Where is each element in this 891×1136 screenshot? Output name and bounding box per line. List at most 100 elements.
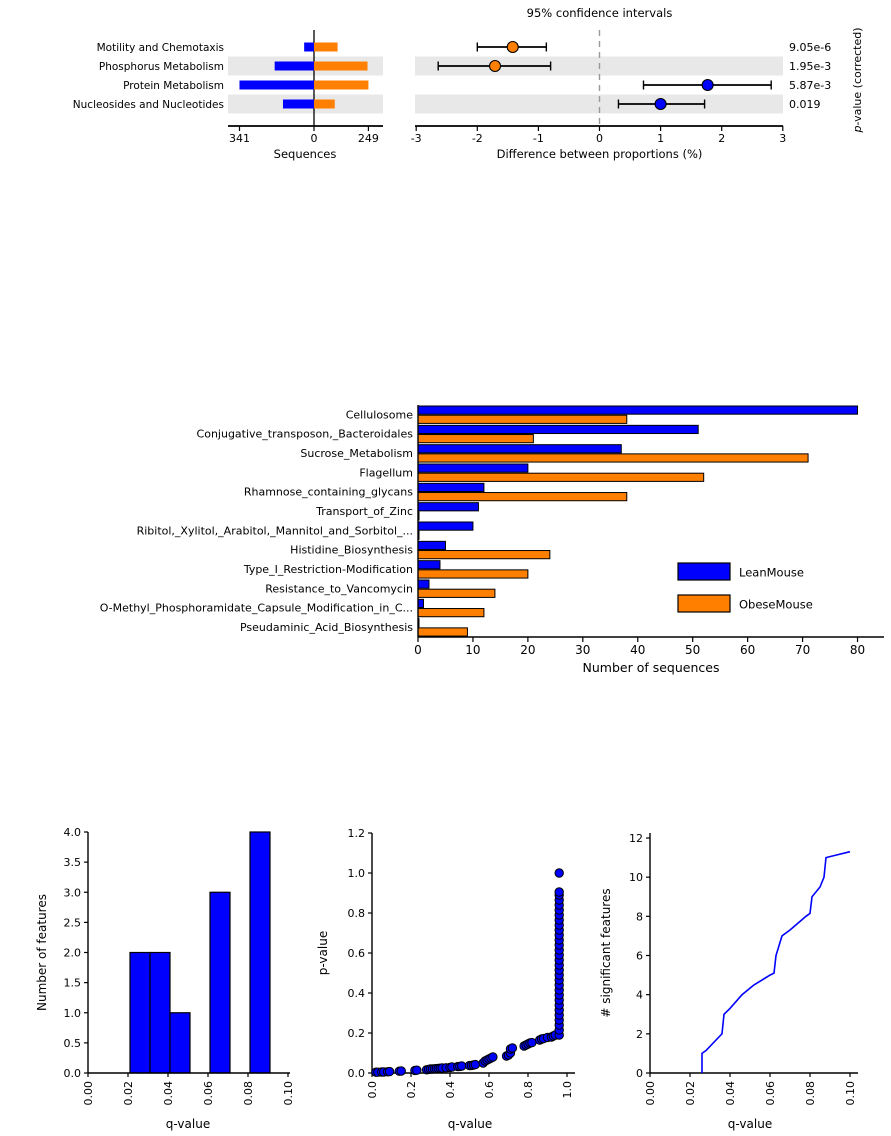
ci-marker [488,59,502,73]
tick-label: 1.5 [64,977,82,990]
bar-leanmouse [417,482,485,493]
tick-label: -1 [533,132,544,145]
category-label: Type_I_Restriction-Modification [243,563,413,576]
ci-marker [654,97,667,111]
legend-swatch-leanmouse [677,562,731,581]
category-label: Conjugative_transposon,_Bacteroidales [197,428,414,441]
scatter-point [554,868,564,878]
sequence-bar-orange [314,80,369,90]
tick-label: 0.2 [348,1027,366,1040]
extended-error-bar-chart: Motility and Chemotaxis 9.05e-6 Phosphorus… [73,6,864,161]
pvalue-qvalue-scatter-plot: 0.0 0.2 0.4 0.6 0.8 1.0 0.0 0.2 0.4 0.6 0.8 1.0 1.2 q… [316,827,575,1131]
tick-label: 2.0 [64,947,82,960]
subsystem-bar-chart: Cellulosome Conjugative_transposon,_Bacte… [100,405,884,675]
bar-obesemouse [417,434,534,444]
category-label: Flagellum [359,466,413,479]
tick-label: 2 [718,132,725,145]
bar-leanmouse [417,521,474,531]
tick-label: 0.8 [348,907,366,920]
ci-marker [506,40,519,54]
category-label: Phosphorus Metabolism [99,61,224,73]
sequence-bar-blue [304,42,314,52]
x-axis-label: q-value [728,1117,772,1131]
bar-leanmouse [417,405,859,415]
x-axis-label: q-value [166,1117,210,1131]
category-label: Cellulosome [346,408,413,421]
chart-title: 95% confidence intervals [527,6,673,20]
bar-obesemouse [417,588,496,598]
category-label: Protein Metabolism [123,80,224,92]
tick-label: 12 [629,832,643,845]
tick-label: 6 [636,950,643,963]
tick-label: 80 [850,643,865,657]
tick-label: 1.0 [348,867,366,880]
tick-label: 0.6 [483,1081,496,1099]
sequence-bar-blue [239,80,314,90]
histogram-bar [209,891,231,1074]
scatter-point [470,1059,481,1070]
category-label: Rhamnose_containing_glycans [244,486,413,499]
tick-label: 0.6 [348,947,366,960]
category-label: Nucleosides and Nucleotides [73,99,224,111]
category-label: Ribitol,_Xylitol,_Arabitol,_Mannitol_and… [137,524,413,537]
tick-label: 0.02 [122,1081,135,1106]
bar-obesemouse [417,608,485,618]
histogram-bar [129,951,151,1074]
tick-label: 0 [596,132,603,145]
histogram-bar [149,951,171,1074]
tick-label: 70 [795,643,810,657]
tick-label: 4.0 [64,826,82,839]
bar-obesemouse [417,627,468,637]
sequence-bar-blue [274,61,314,71]
tick-label: 0.10 [282,1081,295,1106]
scatter-point [457,1061,467,1071]
tick-label: 0.5 [64,1037,82,1050]
histogram-bar [169,1012,191,1074]
scatter-point [507,1043,518,1053]
bar-obesemouse [417,453,809,463]
tick-label: 0.04 [162,1081,175,1106]
qvalue-histogram-plot: 0.00 0.02 0.04 0.06 0.08 0.10 0.0 0.5 1.0 1.5 2.0 2… [35,826,295,1131]
tick-label: 0.4 [348,987,366,1000]
tick-label: 0.08 [804,1081,817,1106]
difference-axis-label: Difference between proportions (%) [497,147,703,161]
x-axis-label: q-value [448,1117,492,1131]
p-value-label: 1.95e-3 [789,60,831,73]
tick-label: 10 [629,871,643,884]
tick-label: 3 [779,132,786,145]
tick-label: 0 [414,643,422,657]
category-label: O-Methyl_Phosphoramidate_Capsule_Modific… [100,602,413,615]
tick-label: 8 [636,910,643,923]
scatter-point [527,1037,537,1048]
tick-label: 341 [229,132,250,145]
p-value-label: 9.05e-6 [789,41,831,54]
sequence-bar-blue [282,99,314,109]
tick-label: -3 [411,132,422,145]
scatter-point [554,887,564,897]
tick-label: 1.2 [348,827,366,840]
legend-label-leanmouse: LeanMouse [739,566,804,580]
tick-label: 0.4 [444,1081,457,1099]
tick-label: 40 [630,643,645,657]
scatter-point [396,1066,406,1076]
category-label: Motility and Chemotaxis [97,42,224,54]
tick-label: 0.04 [724,1081,737,1106]
tick-label: 0.00 [82,1081,95,1106]
tick-label: 2.5 [64,916,82,929]
tick-label: 30 [575,643,590,657]
tick-label: 1.0 [561,1081,574,1099]
bar-obesemouse [417,472,705,482]
significant-features-line-plot: 0.00 0.02 0.04 0.06 0.08 0.10 0 2 4 6 8 10 12 q-value… [599,832,858,1131]
tick-label: -2 [472,132,483,145]
tick-label: 0.0 [348,1067,366,1080]
category-label: Resistance_to_Vancomycin [265,582,413,595]
p-value-axis-label: p-value (corrected) [851,27,864,133]
tick-label: 10 [465,643,480,657]
x-axis-label: Number of sequences [583,660,720,675]
row-band [415,94,783,114]
tick-label: 2 [636,1028,643,1041]
tick-label: 0.0 [366,1081,379,1099]
p-value-label: 5.87e-3 [789,79,831,92]
tick-label: 0.2 [405,1081,418,1099]
